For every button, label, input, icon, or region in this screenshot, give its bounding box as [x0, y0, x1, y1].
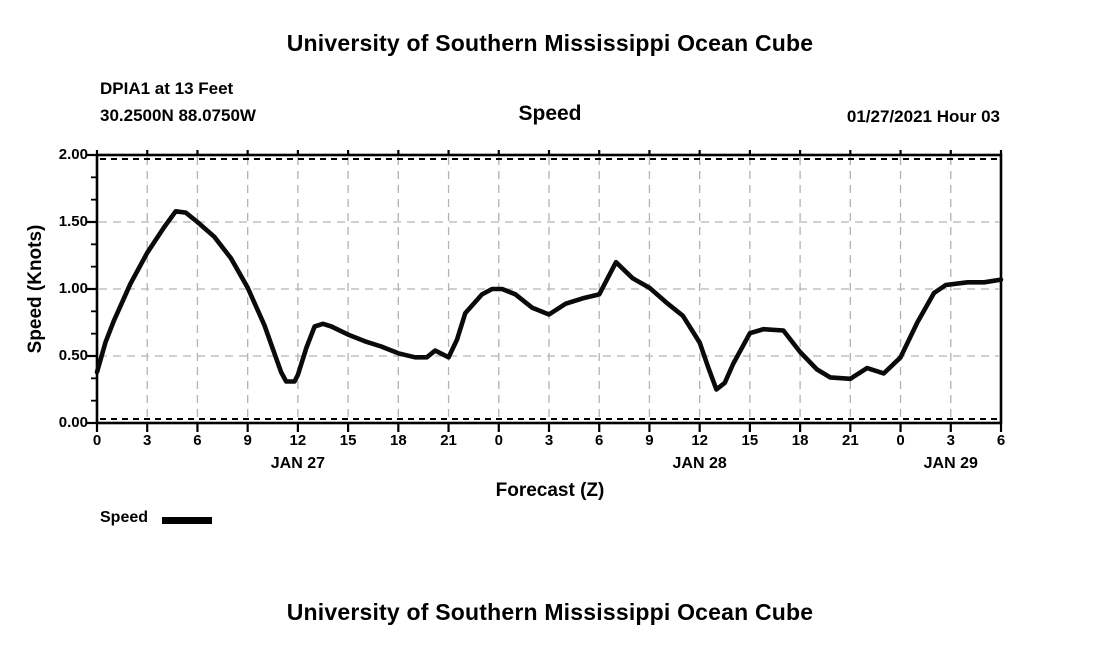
- x-tick-label: 3: [544, 432, 554, 449]
- x-tick-label: 21: [440, 432, 457, 449]
- x-date-label: JAN 29: [923, 455, 978, 472]
- x-tick-label: 15: [339, 432, 357, 449]
- x-tick-label: 3: [946, 432, 955, 449]
- x-tick-label: 6: [193, 432, 202, 449]
- legend-series-label: Speed: [100, 509, 149, 526]
- y-tick-label: 1.00: [58, 280, 88, 297]
- x-tick-label: 18: [389, 432, 407, 449]
- y-tick-label: 1.50: [58, 213, 88, 230]
- page-title: University of Southern Mississippi Ocean…: [286, 30, 814, 56]
- x-date-label: JAN 28: [672, 455, 727, 472]
- x-tick-label: 12: [289, 432, 307, 449]
- y-tick-label: 0.50: [58, 347, 88, 364]
- legend-line-swatch: [162, 517, 212, 524]
- x-tick-label: 0: [896, 432, 905, 449]
- speed-series-line: [94, 209, 1004, 392]
- station-coordinates: 30.2500N 88.0750W: [100, 106, 256, 125]
- x-tick-label: 9: [243, 432, 252, 449]
- y-tick-label: 2.00: [58, 146, 88, 163]
- x-tick-label: 9: [645, 432, 654, 449]
- x-axis-label: Forecast (Z): [495, 480, 605, 501]
- x-tick-label: 18: [791, 432, 809, 449]
- station-label: DPIA1 at 13 Feet: [100, 79, 234, 98]
- x-date-label: JAN 27: [270, 455, 325, 472]
- x-tick-label: 6: [595, 432, 604, 449]
- x-tick-label: 3: [143, 432, 152, 449]
- model-run-timestamp: 01/27/2021 Hour 03: [846, 107, 1000, 126]
- chart-title: Speed: [518, 102, 582, 125]
- footer-title: University of Southern Mississippi Ocean…: [286, 599, 814, 625]
- y-tick-label: 0.00: [58, 414, 88, 431]
- x-tick-label: 12: [691, 432, 708, 449]
- x-tick-label: 0: [92, 432, 102, 449]
- x-tick-label: 21: [841, 432, 859, 449]
- x-tick-label: 0: [494, 432, 503, 449]
- x-tick-label: 6: [996, 432, 1006, 449]
- x-tick-label: 15: [741, 432, 759, 449]
